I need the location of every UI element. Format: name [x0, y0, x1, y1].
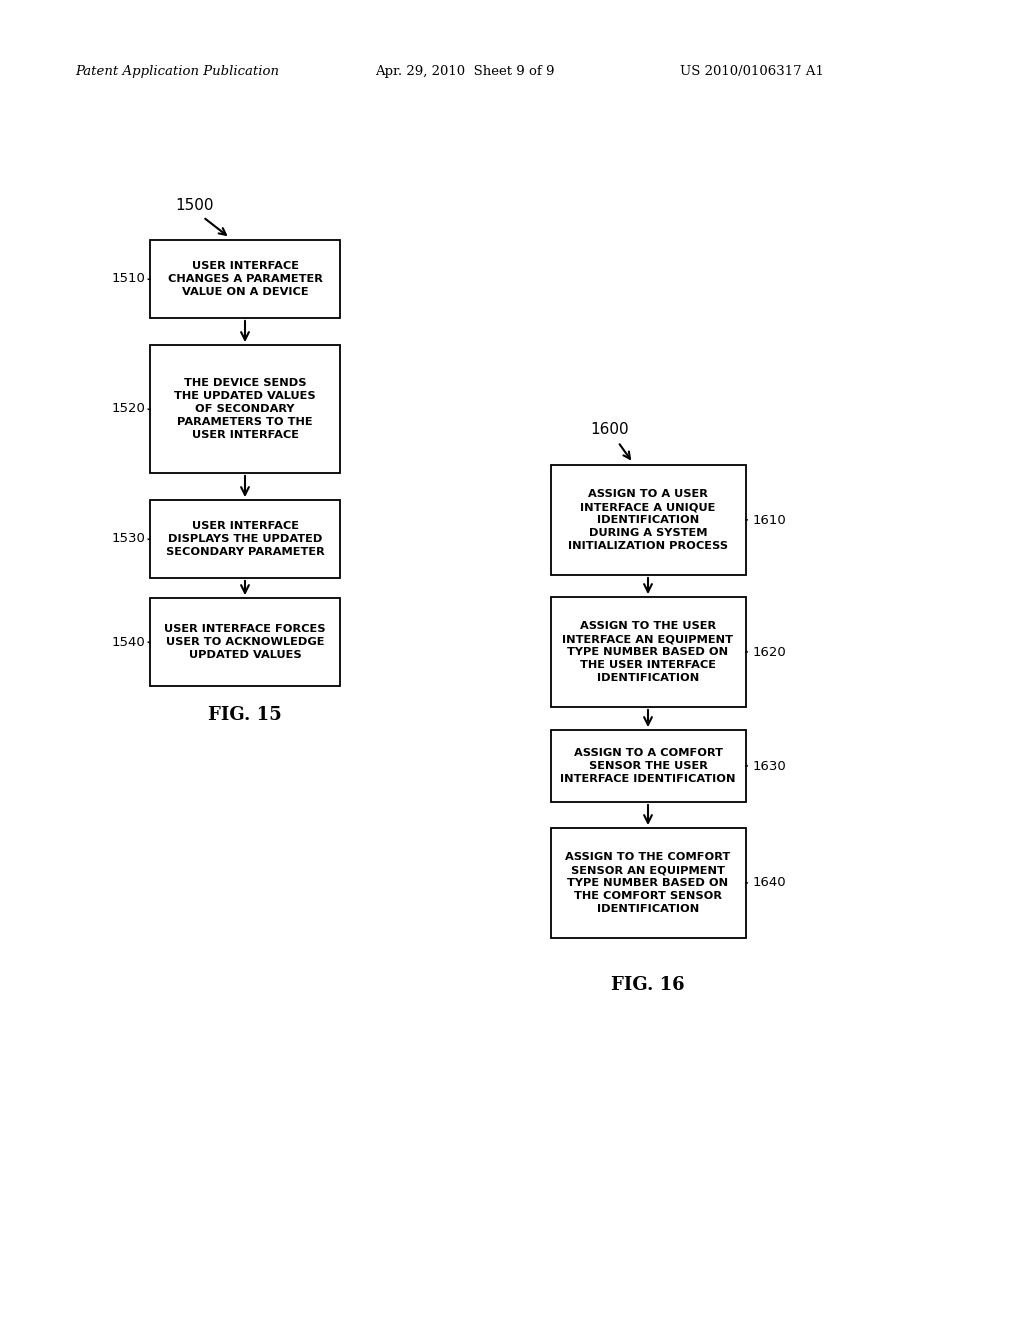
Bar — [150, 500, 340, 578]
Bar — [551, 730, 745, 803]
Text: 1640: 1640 — [753, 876, 786, 890]
Text: 1520: 1520 — [112, 403, 145, 416]
Text: 1630: 1630 — [753, 759, 786, 772]
Text: Apr. 29, 2010  Sheet 9 of 9: Apr. 29, 2010 Sheet 9 of 9 — [375, 66, 555, 78]
Bar — [150, 345, 340, 473]
Bar — [150, 598, 340, 686]
Text: FIG. 15: FIG. 15 — [208, 706, 282, 723]
Text: 1620: 1620 — [753, 645, 786, 659]
Bar — [551, 465, 745, 576]
Text: 1510: 1510 — [112, 272, 145, 285]
Bar — [150, 240, 340, 318]
Text: FIG. 16: FIG. 16 — [611, 975, 685, 994]
Text: ASSIGN TO A COMFORT
SENSOR THE USER
INTERFACE IDENTIFICATION: ASSIGN TO A COMFORT SENSOR THE USER INTE… — [560, 748, 736, 784]
Text: USER INTERFACE
CHANGES A PARAMETER
VALUE ON A DEVICE: USER INTERFACE CHANGES A PARAMETER VALUE… — [168, 261, 323, 297]
Text: 1540: 1540 — [112, 635, 145, 648]
Text: USER INTERFACE FORCES
USER TO ACKNOWLEDGE
UPDATED VALUES: USER INTERFACE FORCES USER TO ACKNOWLEDG… — [164, 624, 326, 660]
Text: USER INTERFACE
DISPLAYS THE UPDATED
SECONDARY PARAMETER: USER INTERFACE DISPLAYS THE UPDATED SECO… — [166, 521, 325, 557]
Bar — [551, 828, 745, 939]
Text: 1530: 1530 — [112, 532, 145, 545]
Text: 1610: 1610 — [753, 513, 786, 527]
Text: ASSIGN TO A USER
INTERFACE A UNIQUE
IDENTIFICATION
DURING A SYSTEM
INITIALIZATIO: ASSIGN TO A USER INTERFACE A UNIQUE IDEN… — [568, 490, 728, 550]
Text: US 2010/0106317 A1: US 2010/0106317 A1 — [680, 66, 824, 78]
Text: Patent Application Publication: Patent Application Publication — [75, 66, 279, 78]
Text: THE DEVICE SENDS
THE UPDATED VALUES
OF SECONDARY
PARAMETERS TO THE
USER INTERFAC: THE DEVICE SENDS THE UPDATED VALUES OF S… — [174, 379, 315, 440]
Text: 1600: 1600 — [590, 422, 629, 437]
Bar — [551, 597, 745, 708]
Text: ASSIGN TO THE COMFORT
SENSOR AN EQUIPMENT
TYPE NUMBER BASED ON
THE COMFORT SENSO: ASSIGN TO THE COMFORT SENSOR AN EQUIPMEN… — [565, 853, 731, 913]
Text: 1500: 1500 — [175, 198, 213, 213]
Text: ASSIGN TO THE USER
INTERFACE AN EQUIPMENT
TYPE NUMBER BASED ON
THE USER INTERFAC: ASSIGN TO THE USER INTERFACE AN EQUIPMEN… — [562, 622, 733, 682]
